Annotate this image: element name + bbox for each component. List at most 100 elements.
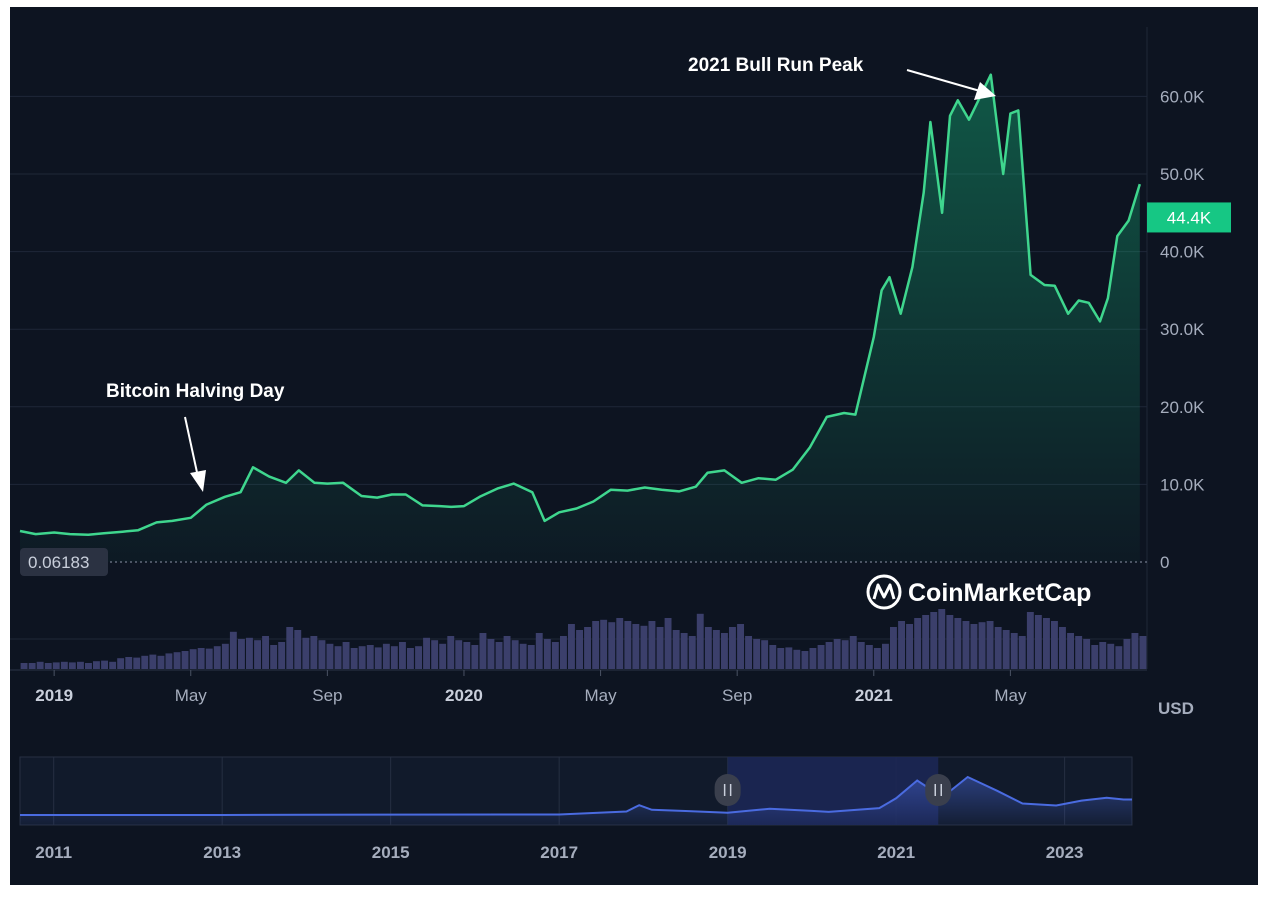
volume-bar [527,645,535,669]
navigator-tick-label: 2017 [540,843,578,862]
volume-bar [157,655,165,669]
volume-bar [986,621,994,669]
volume-bar [817,645,825,669]
coinmarketcap-logo: CoinMarketCap [866,574,1091,610]
volume-bar [238,639,245,669]
volume-bar [302,637,310,669]
volume-bar [294,630,302,669]
volume-bar [270,645,278,669]
volume-bar [777,648,785,669]
volume-bar [1075,636,1083,669]
range-navigator[interactable]: 2011 2013 2015 2017 2019 2021 2023 [19,756,1133,862]
volume-bar [93,661,100,669]
x-tick-label: May [994,686,1027,705]
volume-bar [133,657,141,669]
volume-bar [1115,646,1123,669]
navigator-tick-label: 2021 [877,843,915,862]
volume-bar [431,640,439,669]
volume-bar [946,615,954,669]
volume-bar [1026,612,1034,669]
y-tick-label: 10.0K [1160,475,1205,494]
volume-bar [334,646,342,669]
volume-bar [543,639,551,669]
volume-bar [503,636,511,669]
volume-bar [785,647,793,669]
volume-bar [882,643,889,669]
volume-bar [286,627,294,669]
x-tick-label: May [175,686,208,705]
y-tick-label: 20.0K [1160,398,1205,417]
volume-bar [173,652,181,669]
volume-bar [1051,621,1058,669]
volume-bar [213,646,221,669]
y-axis-unit-label: USD [1158,699,1194,718]
chart-frame: 0.06183 60.0K 50.0K 40.0K 30.0K 20.0K 10.0K 0 … [10,7,1258,885]
volume-bar [1139,636,1147,669]
volume-bar [20,663,28,669]
volume-bar [382,643,390,669]
volume-bar [77,661,84,669]
volume-bar [769,645,777,669]
volume-bar [519,643,527,669]
volume-bar [721,633,728,669]
volume-bar [1034,615,1042,669]
volume-bar [197,648,205,669]
volume-bar [970,624,978,669]
volume-bar [455,640,463,669]
price-line [19,73,1141,537]
volume-bar [511,640,519,669]
volume-bar [1059,627,1066,669]
price-chart[interactable]: 0.06183 60.0K50.0K40.0K30.0K20.0K10.0K0 … [10,7,1258,885]
crosshair-baseline: 0.06183 [20,548,1147,576]
volume-bar [624,621,632,669]
navigator-tick-label: 2015 [372,843,410,862]
volume-bar [978,622,986,669]
volume-bar [890,627,897,669]
crosshair-badge [20,548,108,576]
volume-bar [1083,639,1091,669]
volume-bar [841,640,849,669]
volume-bar [1010,633,1018,669]
x-tick-label: Sep [722,686,752,705]
volume-bar [390,646,398,669]
volume-bar [664,618,672,669]
navigator-area [20,777,1132,825]
volume-bar [1067,633,1074,669]
volume-bar [310,636,318,669]
volume-bar [801,651,809,669]
volume-bar [648,621,656,669]
navigator-tick-label: 2011 [35,843,72,862]
annotations: Bitcoin Halving Day 2021 Bull Run Peak [106,55,996,492]
current-price-label: 44.4K [1167,208,1212,227]
annotation-label: Bitcoin Halving Day [106,381,285,402]
volume-bar [28,663,36,669]
volume-bar [125,657,133,669]
volume-bar [189,649,197,669]
volume-bar [994,627,1002,669]
volume-bar [342,642,350,669]
volume-bar [906,624,913,669]
volume-bar [1002,630,1010,669]
volume-bar [44,663,52,669]
volume-bar [495,642,503,669]
volume-bar [712,630,720,669]
volume-bar [656,627,664,669]
volume-bar [938,609,946,669]
volume-bar [101,660,108,669]
volume-bar [318,640,326,669]
volume-bar [745,636,752,669]
volume-bar [592,621,600,669]
volume-bar [922,615,930,669]
navigator-left-handle[interactable] [714,774,741,806]
annotation-arrowhead [974,82,996,100]
volume-bar [350,648,358,669]
navigator-line [20,775,1132,816]
volume-bar [229,631,237,669]
x-tick-label: 2019 [35,686,73,705]
price-badges: 44.4K [1147,202,1231,233]
volume-bar [914,618,922,669]
volume-bar [254,640,261,669]
current-price-badge [1147,202,1231,233]
navigator-right-handle[interactable] [925,774,952,806]
x-tick-label: 2020 [445,686,483,705]
